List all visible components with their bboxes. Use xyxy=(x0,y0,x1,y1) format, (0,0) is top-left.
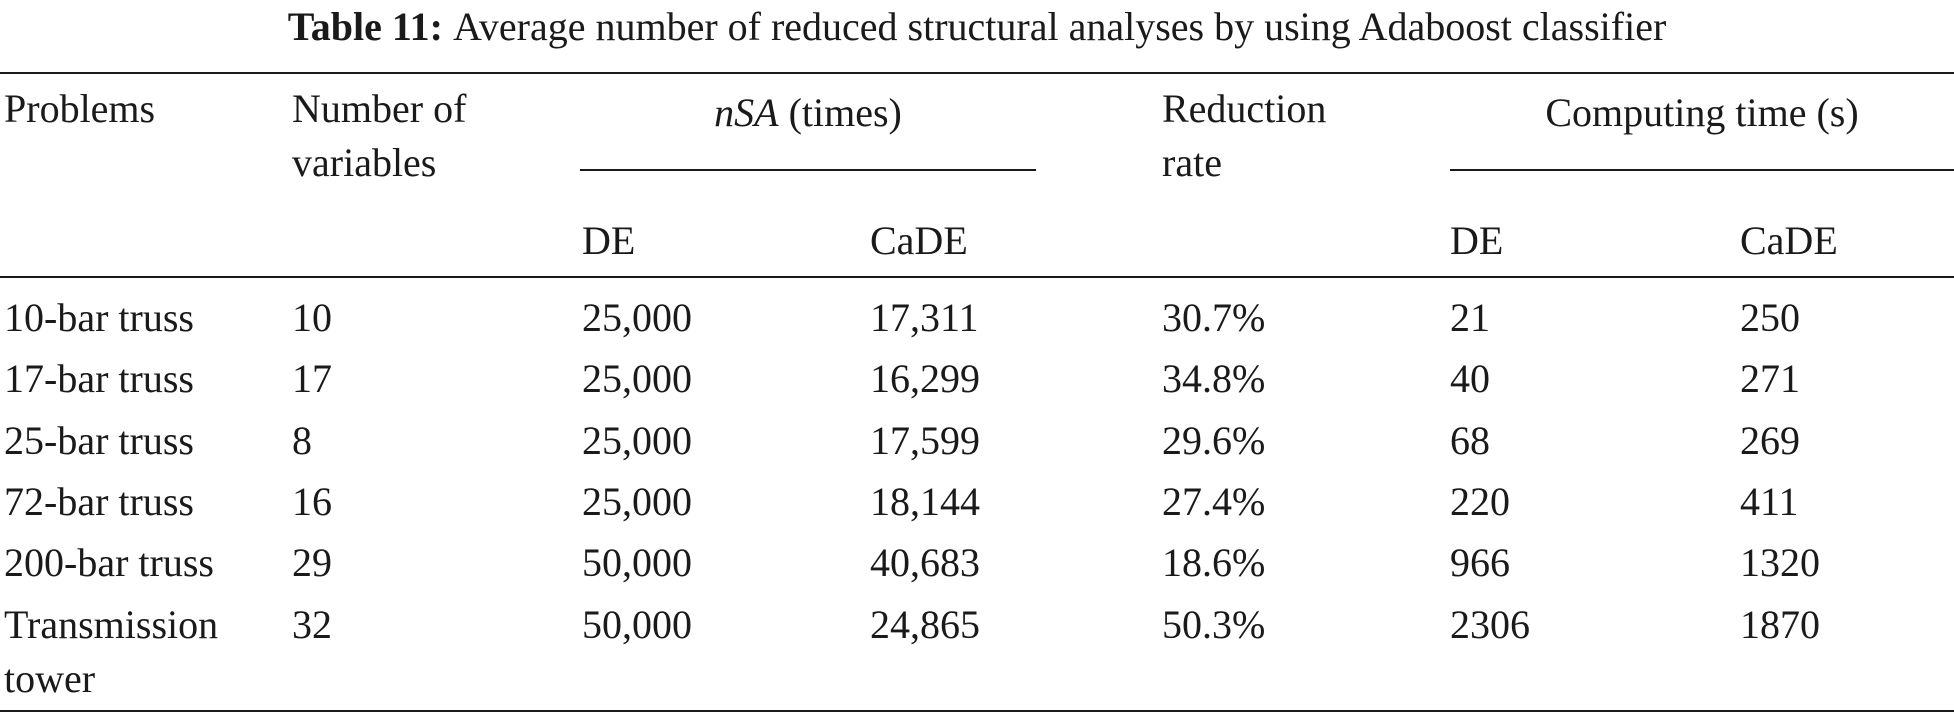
header-reduction: Reduction rate xyxy=(1162,82,1326,190)
cell-ct-cade: 1870 xyxy=(1740,602,1820,647)
cell-ct-de: 40 xyxy=(1450,356,1490,401)
cell-ct-cade: 411 xyxy=(1740,479,1799,524)
cell-nsa-de: 25,000 xyxy=(582,295,692,340)
cell-nsa-cade: 16,299 xyxy=(870,356,980,401)
caption-label: Table 11: xyxy=(287,4,443,49)
cell-ct-de: 68 xyxy=(1450,418,1490,463)
cell-nsa-cade: 18,144 xyxy=(870,479,980,524)
header-nsa: nSA (times) xyxy=(580,86,1036,140)
cell-problem: 25-bar truss xyxy=(4,418,194,463)
cell-reduction: 29.6% xyxy=(1162,418,1266,463)
subheader-nsa-cade: CaDE xyxy=(870,218,968,263)
header-nsa-symbol: nSA xyxy=(714,90,779,135)
cell-problem: 200-bar truss xyxy=(4,540,214,585)
top-rule xyxy=(0,72,1954,74)
cell-problem-line1: Transmission xyxy=(4,602,219,647)
cell-nsa-de: 25,000 xyxy=(582,418,692,463)
cell-ct-de: 220 xyxy=(1450,479,1510,524)
header-reduction-line2: rate xyxy=(1162,140,1222,185)
cell-ct-de: 2306 xyxy=(1450,602,1530,647)
cell-ct-cade: 271 xyxy=(1740,356,1800,401)
cell-nsa-cade: 17,311 xyxy=(870,295,979,340)
header-computing-time: Computing time (s) xyxy=(1545,90,1859,135)
cell-nsa-de: 25,000 xyxy=(582,479,692,524)
header-reduction-line1: Reduction xyxy=(1162,86,1327,131)
cell-problem: Transmission tower xyxy=(4,598,218,706)
computing-time-subrule xyxy=(1450,169,1954,171)
subheader-nsa-de: DE xyxy=(582,218,636,263)
cell-problem: 17-bar truss xyxy=(4,356,194,401)
cell-ct-cade: 250 xyxy=(1740,295,1800,340)
cell-reduction: 18.6% xyxy=(1162,540,1266,585)
cell-nsa-de: 50,000 xyxy=(582,602,692,647)
bottom-rule xyxy=(0,710,1954,712)
table-caption: Table 11: Average number of reduced struc… xyxy=(0,0,1954,58)
subheader-ct-de: DE xyxy=(1450,218,1504,263)
cell-num-vars: 10 xyxy=(292,295,332,340)
cell-num-vars: 8 xyxy=(292,418,312,463)
cell-ct-cade: 269 xyxy=(1740,418,1800,463)
caption-text: Average number of reduced structural ana… xyxy=(452,4,1667,49)
cell-reduction: 50.3% xyxy=(1162,602,1266,647)
cell-reduction: 30.7% xyxy=(1162,295,1266,340)
cell-num-vars: 16 xyxy=(292,479,332,524)
header-nsa-unit: (times) xyxy=(788,90,902,135)
header-num-vars-line2: variables xyxy=(292,140,437,185)
subheader-ct-cade: CaDE xyxy=(1740,218,1838,263)
cell-num-vars: 29 xyxy=(292,540,332,585)
cell-nsa-de: 50,000 xyxy=(582,540,692,585)
cell-nsa-de: 25,000 xyxy=(582,356,692,401)
header-problems: Problems xyxy=(4,86,156,131)
cell-problem: 10-bar truss xyxy=(4,295,194,340)
cell-problem: 72-bar truss xyxy=(4,479,194,524)
nsa-subrule xyxy=(580,169,1036,171)
cell-problem-line2: tower xyxy=(4,656,96,701)
header-rule xyxy=(0,276,1954,278)
cell-reduction: 34.8% xyxy=(1162,356,1266,401)
cell-nsa-cade: 17,599 xyxy=(870,418,980,463)
cell-ct-de: 966 xyxy=(1450,540,1510,585)
header-num-vars-line1: Number of xyxy=(292,86,467,131)
cell-nsa-cade: 24,865 xyxy=(870,602,980,647)
cell-reduction: 27.4% xyxy=(1162,479,1266,524)
header-num-vars: Number of variables xyxy=(292,82,466,190)
cell-num-vars: 17 xyxy=(292,356,332,401)
cell-nsa-cade: 40,683 xyxy=(870,540,980,585)
cell-ct-de: 21 xyxy=(1450,295,1490,340)
cell-num-vars: 32 xyxy=(292,602,332,647)
cell-ct-cade: 1320 xyxy=(1740,540,1820,585)
